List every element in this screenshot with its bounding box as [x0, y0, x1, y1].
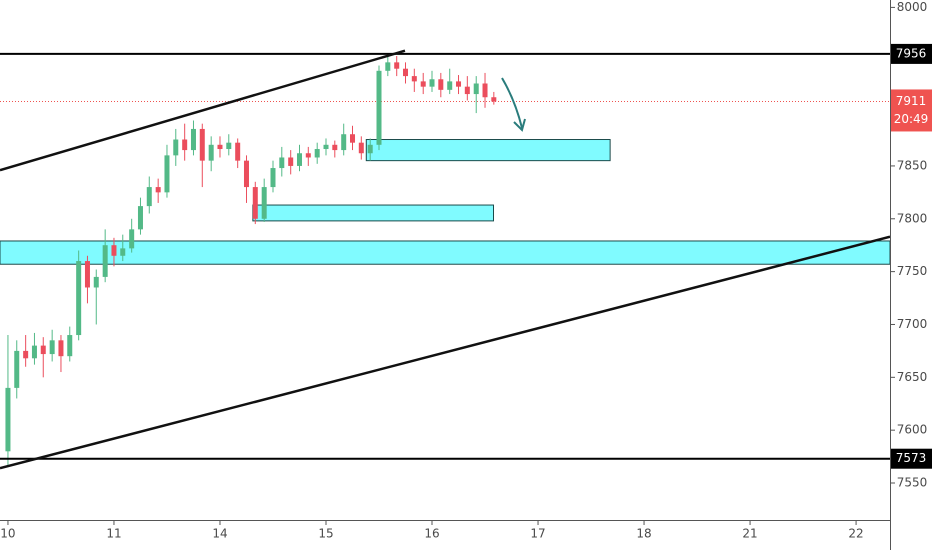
- candle-body: [155, 187, 161, 193]
- price-label-box: [891, 43, 932, 64]
- candle-body: [146, 187, 152, 207]
- candle-body: [482, 83, 488, 98]
- trendline: [0, 235, 891, 470]
- candle-body: [270, 168, 276, 188]
- y-tick-label: 7800: [897, 211, 928, 225]
- x-tick-label: 14: [212, 527, 227, 541]
- price-label: 7573: [896, 451, 927, 465]
- candle-body: [182, 139, 188, 151]
- y-tick-label: 7700: [897, 317, 928, 331]
- candle-body: [217, 144, 223, 150]
- trendline: [0, 49, 406, 172]
- candle-body: [93, 276, 99, 288]
- candle-body: [14, 350, 20, 388]
- y-tick-label: 7850: [897, 158, 928, 172]
- candle-body: [102, 245, 108, 277]
- candle-body: [164, 155, 170, 193]
- y-tick-label: 7550: [897, 476, 928, 490]
- candle-body: [31, 345, 37, 359]
- x-tick-label: 16: [424, 527, 439, 541]
- candle-body: [120, 248, 126, 256]
- candle-body: [341, 134, 347, 151]
- y-tick-label: 7600: [897, 423, 928, 437]
- candle-body: [190, 128, 196, 151]
- candle-body: [23, 350, 29, 359]
- x-tick-label: 22: [848, 527, 863, 541]
- candle-body: [129, 229, 135, 249]
- candle-body: [173, 139, 179, 156]
- candle-body: [235, 142, 241, 161]
- candle-body: [261, 187, 267, 219]
- x-tick-label: 11: [106, 527, 121, 541]
- candle-body: [464, 86, 470, 95]
- candle-body: [226, 142, 232, 150]
- candle-body: [367, 144, 373, 154]
- last-price-label: 7911: [896, 94, 927, 108]
- zone: [252, 204, 495, 222]
- y-tick-label: 7750: [897, 264, 928, 278]
- candle-body: [491, 97, 497, 102]
- candle-body: [411, 76, 417, 82]
- candle-body: [314, 149, 320, 158]
- candle-body: [208, 144, 214, 161]
- candle-body: [358, 142, 364, 154]
- x-tick-label: 10: [0, 527, 15, 541]
- arrow-shaft: [501, 77, 523, 129]
- candle-body: [40, 345, 46, 355]
- candle-body: [456, 81, 462, 87]
- x-tick-label: 15: [318, 527, 333, 541]
- candle-body: [137, 206, 143, 230]
- candle-body: [111, 245, 117, 256]
- candle-body: [76, 261, 82, 336]
- candle-body: [394, 62, 400, 69]
- arrow-head: [513, 118, 526, 132]
- candle-body: [49, 340, 55, 355]
- candle-body: [288, 157, 294, 166]
- candle-body: [323, 144, 329, 150]
- candle-body: [473, 83, 479, 95]
- x-tick-label: 21: [742, 527, 757, 541]
- last-price-box: [891, 89, 932, 132]
- candle-body: [296, 153, 302, 166]
- price-label-box: [891, 448, 932, 469]
- candle-body: [252, 187, 258, 219]
- candle-body: [350, 134, 356, 143]
- candle-body: [429, 79, 435, 87]
- arrow-annotation: [501, 77, 526, 132]
- x-tick-label: 18: [636, 527, 651, 541]
- x-tick-label: 17: [530, 527, 545, 541]
- candle-body: [403, 68, 409, 77]
- plot-area: [0, 49, 891, 470]
- candle-body: [199, 128, 205, 161]
- candle-body: [447, 81, 453, 90]
- y-tick-label: 7650: [897, 370, 928, 384]
- zone: [365, 139, 611, 162]
- candle-body: [376, 70, 382, 145]
- candle-body: [243, 160, 249, 188]
- candle-body: [67, 335, 73, 357]
- candle-body: [84, 261, 90, 288]
- candle-body: [58, 340, 64, 357]
- candle-body: [332, 144, 338, 151]
- y-tick-label: 8000: [897, 0, 928, 14]
- countdown-label: 20:49: [894, 112, 929, 126]
- price-label: 7956: [896, 46, 927, 60]
- candle-body: [438, 79, 444, 90]
- candle-body: [279, 157, 285, 169]
- candle-body: [305, 153, 311, 158]
- candle-body: [5, 387, 11, 452]
- candle-body: [385, 62, 391, 71]
- candle-body: [420, 81, 426, 87]
